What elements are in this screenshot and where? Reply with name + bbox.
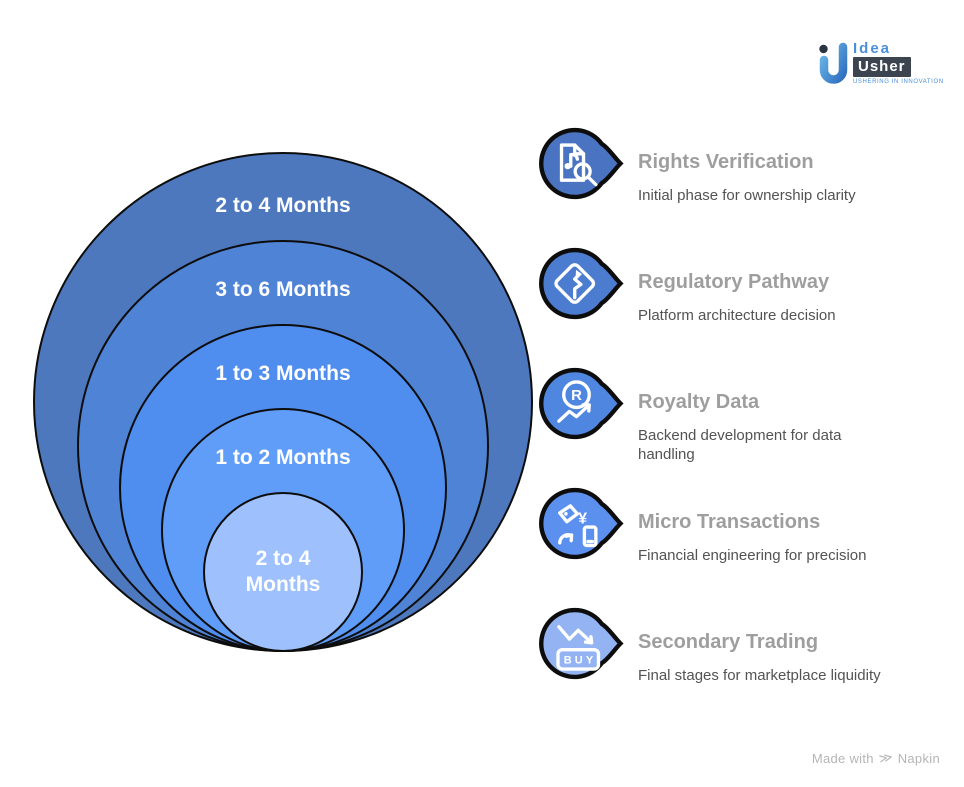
napkin-brand-text: Napkin [897, 750, 940, 766]
logo-tagline: USHERING IN INNOVATION [853, 79, 944, 85]
made-with-napkin: Made with ≫ Napkin [811, 748, 940, 767]
registered-mark-trend-icon: R [539, 367, 624, 440]
legend-subtitle: Final stages for marketplace liquidity [638, 667, 881, 684]
legend-title: Royalty Data [638, 391, 760, 413]
logo-usher-text: Usher [853, 57, 911, 77]
legend-title: Micro Transactions [638, 511, 821, 533]
icon-bubble [539, 607, 624, 680]
legend-title: Rights Verification [638, 151, 814, 173]
ring-inner [203, 492, 363, 652]
legend-item-royalty-data: R Royalty Data Backend development for d… [536, 363, 866, 464]
legend-title: Secondary Trading [638, 631, 819, 653]
ring-label-outer: 2 to 4 Months [215, 194, 351, 217]
buy-label: BUY [564, 655, 596, 667]
made-with-text: Made with [811, 750, 874, 766]
declining-chart-buy-icon: BUY [539, 607, 624, 680]
music-file-search-icon [539, 127, 624, 200]
idea-usher-logo: Idea Usher USHERING IN INNOVATION [816, 40, 944, 90]
winding-road-sign-icon [539, 247, 624, 320]
legend-subtitle: Financial engineering for precision [638, 547, 867, 564]
logo-idea-text: Idea [853, 40, 892, 57]
legend-item-regulatory-pathway: Regulatory Pathway Platform architecture… [536, 243, 836, 325]
idea-usher-u-icon [819, 42, 848, 84]
registered-letter: R [571, 387, 582, 404]
legend-subtitle: Platform architecture decision [638, 307, 836, 324]
legend-title: Regulatory Pathway [638, 271, 830, 293]
legend-subtitle: Initial phase for ownership clarity [638, 187, 856, 204]
legend-item-rights-verification: Rights Verification Initial phase for ow… [536, 123, 856, 205]
napkin-logo-icon: ≫ [877, 748, 894, 767]
legend-item-micro-transactions: ¥ Micro Transactions Financial engineeri… [536, 483, 866, 565]
ring-label-4: 1 to 2 Months [215, 446, 351, 469]
legend-subtitle: Backend development for data handling [638, 427, 842, 463]
currency-exchange-icon: ¥ [539, 487, 624, 560]
ring-label-3: 1 to 3 Months [215, 362, 351, 385]
ring-label-2: 3 to 6 Months [215, 278, 351, 301]
ring-label-inner: 2 to 4 Months [245, 547, 321, 596]
legend-item-secondary-trading: BUY Secondary Trading Final stages for m… [536, 603, 881, 685]
yen-symbol: ¥ [578, 511, 587, 528]
